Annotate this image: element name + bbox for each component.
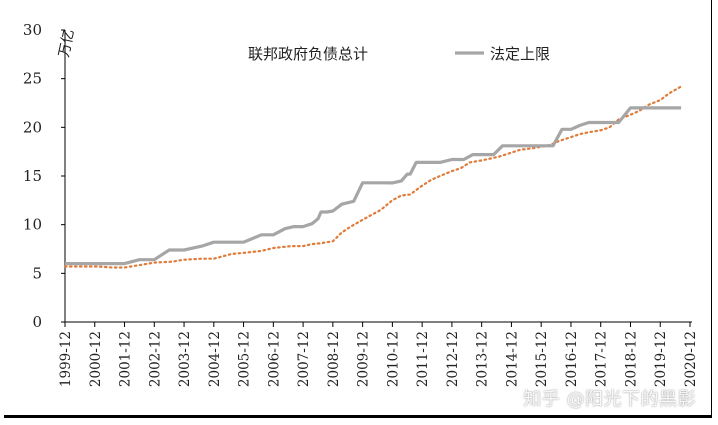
x-tick-label: 2014-12 <box>504 331 520 387</box>
y-tick-label: 15 <box>23 167 42 185</box>
x-tick-label: 2004-12 <box>207 331 223 387</box>
y-tick-label: 30 <box>23 21 42 39</box>
x-tick-label: 2008-12 <box>326 331 342 387</box>
x-tick-label: 2020-12 <box>683 331 699 387</box>
y-axis-unit-label: 万亿 <box>56 28 77 59</box>
x-tick-label: 2002-12 <box>147 331 163 387</box>
x-tick-label: 2017-12 <box>594 331 610 387</box>
x-tick-label: 2003-12 <box>177 331 193 387</box>
x-tick-label: 2000-12 <box>88 331 104 387</box>
legend-label-total-debt: 联邦政府负债总计 <box>248 45 368 63</box>
y-tick-label: 20 <box>23 118 42 136</box>
x-tick-label: 2010-12 <box>385 331 401 387</box>
x-tick-label: 2013-12 <box>475 331 491 387</box>
x-tick-label: 2006-12 <box>266 331 282 387</box>
x-tick-label: 2009-12 <box>356 331 372 387</box>
y-tick-label: 25 <box>23 70 42 88</box>
x-tick-label: 2001-12 <box>118 331 134 387</box>
series-line-total-debt <box>63 85 683 269</box>
x-tick-label: 1999-12 <box>58 331 74 387</box>
x-tick-label: 2011-12 <box>415 331 431 387</box>
chart-frame <box>4 0 712 418</box>
x-tick-label: 2012-12 <box>445 331 461 387</box>
series-line-debt-ceiling <box>65 106 682 266</box>
x-tick-label: 2007-12 <box>296 331 312 387</box>
y-tick-label: 0 <box>32 313 42 331</box>
legend-label-debt-ceiling: 法定上限 <box>490 45 550 63</box>
watermark-text: 知乎 @阳光下的黑影 <box>523 389 696 410</box>
x-tick-label: 2015-12 <box>534 331 550 387</box>
x-tick-label: 2016-12 <box>564 331 580 387</box>
y-tick-label: 10 <box>23 216 42 234</box>
y-tick-label: 5 <box>32 264 42 282</box>
x-tick-label: 2005-12 <box>237 331 253 387</box>
x-tick-label: 2018-12 <box>623 331 639 387</box>
x-tick-label: 2019-12 <box>653 331 669 387</box>
